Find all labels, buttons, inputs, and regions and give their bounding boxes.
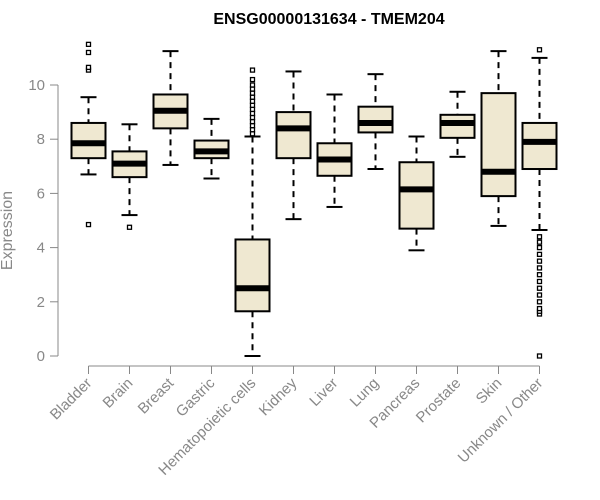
outlier-point [85, 41, 92, 47]
x-tick-label: Brain [100, 375, 137, 412]
outlier-point [249, 114, 256, 121]
outlier-point [536, 47, 543, 53]
outlier-point [249, 123, 256, 129]
box-hematopoietic-cells [234, 67, 271, 357]
outlier-point [249, 118, 256, 125]
chart-title: ENSG00000131634 - TMEM204 [213, 11, 444, 28]
y-tick-label: 10 [28, 77, 45, 94]
box-skin [480, 50, 517, 227]
box-unknown-other [521, 47, 558, 359]
x-tick-label: Breast [135, 374, 178, 417]
outlier-point [126, 224, 133, 230]
outlier-point [536, 292, 543, 298]
box-iqr [234, 238, 271, 313]
outlier-point [85, 221, 92, 228]
outlier-point [85, 49, 92, 56]
outlier-point [249, 98, 256, 104]
x-tick-label: Lung [347, 375, 383, 411]
outlier-point [249, 102, 256, 108]
outlier-point [249, 90, 256, 96]
box-breast [152, 50, 189, 166]
box-iqr [521, 121, 558, 171]
outlier-point [249, 131, 256, 137]
outlier-point [249, 106, 256, 113]
outlier-point [536, 278, 543, 285]
outlier-point [536, 305, 543, 312]
boxes-group [70, 41, 558, 359]
box-bladder [70, 41, 107, 228]
y-tick-label: 4 [37, 240, 45, 257]
outlier-point [249, 76, 256, 83]
box-iqr [398, 161, 435, 230]
box-iqr [357, 105, 394, 134]
outlier-point [249, 67, 256, 73]
outlier-point [536, 353, 543, 359]
x-tick-label: Skin [473, 375, 506, 408]
box-gastric [193, 117, 230, 180]
outlier-point [536, 285, 543, 291]
outlier-point [249, 127, 256, 133]
x-tick-label: Prostate [413, 375, 465, 427]
outlier-point [249, 86, 256, 92]
y-tick-label: 2 [37, 294, 45, 311]
box-liver [316, 93, 353, 208]
y-axis: 0 2 4 6 8 10 [28, 77, 59, 365]
box-lung [357, 73, 394, 171]
outlier-point [249, 82, 256, 88]
box-kidney [275, 70, 312, 221]
box-prostate [439, 90, 476, 158]
y-axis-label: Expression [0, 191, 16, 270]
x-tick-label: Bladder [47, 375, 96, 424]
outlier-point [536, 272, 543, 278]
x-tick-label: Kidney [256, 374, 301, 419]
outlier-point [249, 94, 256, 100]
outlier-point [536, 265, 543, 271]
outlier-point [85, 64, 92, 71]
outlier-point [536, 258, 543, 264]
box-iqr [439, 113, 476, 139]
box-brain [111, 123, 148, 230]
box-iqr [480, 92, 517, 198]
outlier-point [536, 239, 543, 245]
outlier-point [536, 299, 543, 305]
y-tick-label: 6 [37, 185, 45, 202]
box-iqr [275, 111, 312, 160]
outlier-point [536, 244, 543, 251]
y-tick-label: 0 [37, 348, 45, 365]
x-tick-label: Liver [306, 375, 341, 410]
outlier-point [249, 110, 256, 117]
outlier-point [536, 251, 543, 258]
box-pancreas [398, 135, 435, 252]
outlier-point [536, 234, 543, 240]
y-tick-label: 8 [37, 131, 45, 148]
